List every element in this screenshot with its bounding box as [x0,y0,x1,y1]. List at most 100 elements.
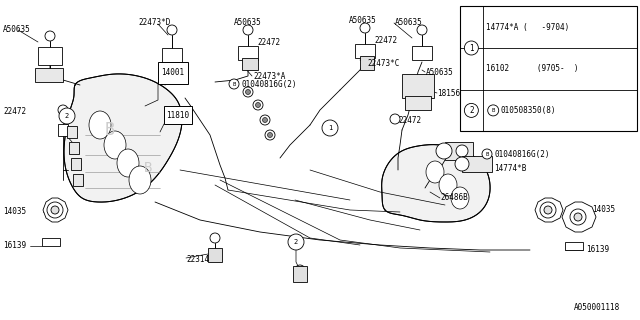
Text: 01040816G(2): 01040816G(2) [241,79,296,89]
Text: 14035: 14035 [3,207,26,217]
Circle shape [253,100,263,110]
Text: 1: 1 [328,125,332,131]
Bar [162,48,182,62]
Ellipse shape [89,111,111,139]
Circle shape [243,25,253,35]
Text: 26486B: 26486B [440,194,468,203]
Text: 14774*B: 14774*B [494,164,526,172]
Text: B: B [144,161,152,175]
Circle shape [544,206,552,214]
Text: A50635: A50635 [3,25,31,34]
Circle shape [465,41,478,55]
Text: 22472: 22472 [3,107,26,116]
Circle shape [243,87,253,97]
Bar [35,68,63,82]
Text: B: B [105,121,115,139]
Circle shape [295,265,305,275]
Text: A050001118: A050001118 [573,303,620,312]
Bar [158,62,188,84]
Ellipse shape [439,174,457,196]
Text: B: B [492,108,495,113]
Circle shape [455,157,469,171]
Bar [355,44,375,58]
Text: 16139: 16139 [3,242,26,251]
Circle shape [482,149,492,159]
Text: 22472: 22472 [374,36,397,44]
Polygon shape [535,198,563,222]
Polygon shape [64,74,182,202]
Circle shape [262,117,268,123]
Circle shape [268,132,273,138]
Circle shape [436,143,452,159]
Circle shape [58,105,68,115]
Text: 16102      (9705-  ): 16102 (9705- ) [486,64,579,73]
Bar [73,174,83,186]
Bar [67,126,77,138]
Text: 1: 1 [469,44,474,52]
Ellipse shape [117,149,139,177]
Text: 14774*A (   -9704): 14774*A ( -9704) [486,23,570,32]
Ellipse shape [451,187,469,209]
Circle shape [465,103,478,117]
Bar [238,46,258,60]
Bar [242,58,258,70]
Text: B: B [485,151,488,156]
Text: 22473*D: 22473*D [138,18,170,27]
Bar [405,96,431,110]
Bar [38,47,62,65]
Text: 22473*C: 22473*C [367,59,399,68]
Ellipse shape [129,166,151,194]
Text: 22473*A: 22473*A [253,71,285,81]
Text: 2: 2 [65,113,69,119]
Text: 22472: 22472 [257,37,280,46]
Text: 16139: 16139 [586,245,609,254]
Bar [565,242,583,250]
Ellipse shape [426,161,444,183]
Circle shape [229,79,239,89]
Circle shape [574,213,582,221]
Bar [71,158,81,170]
Text: 2: 2 [469,106,474,115]
Text: 11810: 11810 [166,110,189,119]
Text: A50635: A50635 [395,18,423,27]
Circle shape [322,120,338,136]
Bar [460,6,637,131]
Bar [462,156,492,172]
Text: 22314: 22314 [186,255,209,265]
Text: 2: 2 [294,239,298,245]
Polygon shape [562,202,596,232]
Circle shape [488,105,499,116]
Circle shape [51,206,59,214]
Circle shape [360,23,370,33]
Circle shape [540,202,556,218]
Text: A50635: A50635 [349,15,377,25]
Polygon shape [43,198,68,222]
Ellipse shape [104,131,126,159]
Circle shape [288,234,304,250]
Circle shape [45,31,55,41]
Circle shape [260,115,270,125]
Text: A50635: A50635 [234,18,262,27]
Circle shape [167,25,177,35]
Bar [293,266,307,282]
Bar [360,56,374,70]
Polygon shape [381,145,490,222]
Circle shape [59,108,75,124]
Bar [412,46,432,60]
Circle shape [265,130,275,140]
Bar [208,248,222,262]
Text: A50635: A50635 [426,68,454,76]
Bar [164,106,192,124]
Bar [69,142,79,154]
Circle shape [246,90,250,94]
Bar [445,142,473,160]
Circle shape [570,209,586,225]
Text: 010508350(8): 010508350(8) [500,106,556,115]
Text: 18156: 18156 [437,89,460,98]
Text: 01040816G(2): 01040816G(2) [494,149,550,158]
Circle shape [210,233,220,243]
Circle shape [47,202,63,218]
Circle shape [255,102,260,108]
Circle shape [390,114,400,124]
Bar [42,238,60,246]
